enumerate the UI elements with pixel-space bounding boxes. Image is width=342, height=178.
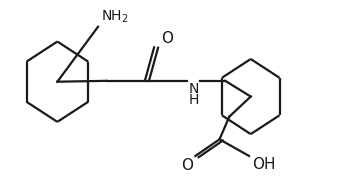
Text: H: H <box>189 93 199 107</box>
Text: O: O <box>161 31 173 46</box>
Text: O: O <box>181 158 193 173</box>
Text: N: N <box>189 82 199 96</box>
Text: NH$_2$: NH$_2$ <box>101 9 129 25</box>
Text: OH: OH <box>252 157 275 172</box>
